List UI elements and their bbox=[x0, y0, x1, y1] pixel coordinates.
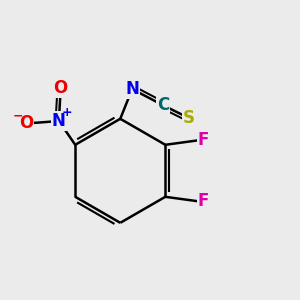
Text: +: + bbox=[62, 106, 73, 119]
Text: F: F bbox=[198, 192, 209, 210]
Text: −: − bbox=[13, 110, 23, 122]
Text: O: O bbox=[19, 114, 33, 132]
Text: N: N bbox=[52, 112, 66, 130]
Text: F: F bbox=[198, 131, 209, 149]
Text: S: S bbox=[183, 109, 195, 127]
Text: C: C bbox=[157, 96, 170, 114]
Text: N: N bbox=[125, 80, 139, 98]
Text: O: O bbox=[53, 79, 68, 97]
